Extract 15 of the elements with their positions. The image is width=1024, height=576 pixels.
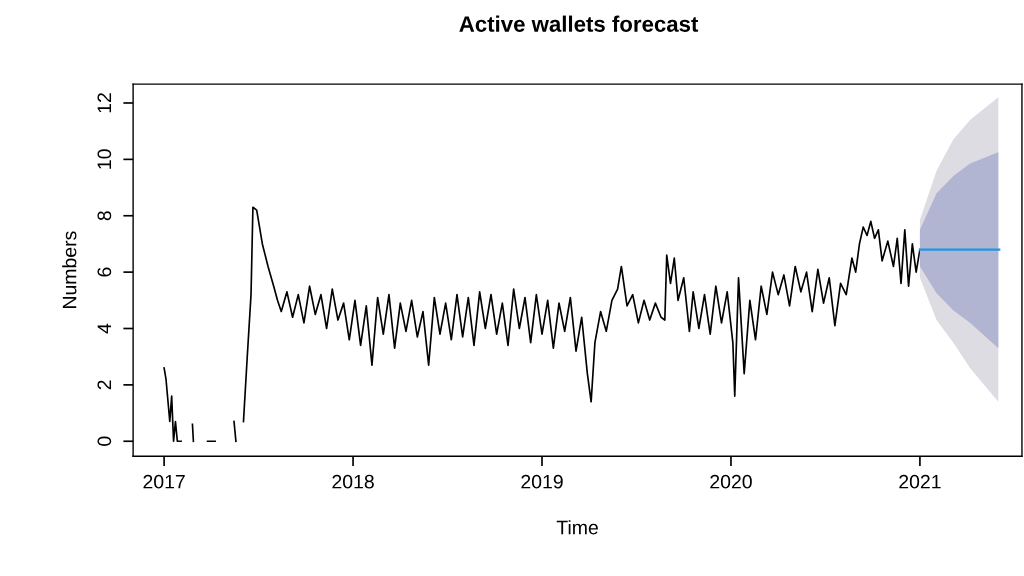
y-tick-label: 0 [97,436,112,446]
x-tick-label: 2020 [710,474,752,489]
y-tick-label: 10 [97,149,112,169]
y-tick-label: 8 [97,211,112,221]
x-tick-label: 2018 [332,474,374,489]
chart-title: Active wallets forecast [459,15,699,32]
x-tick-label: 2019 [521,474,563,489]
y-tick-label: 2 [97,380,112,390]
x-axis-title: Time [556,520,598,535]
y-tick-label: 12 [97,93,112,113]
y-tick-label: 4 [97,323,112,334]
y-axis-title: Numbers [62,231,77,308]
x-tick-label: 2021 [899,474,941,489]
y-tick-label: 6 [97,267,112,277]
x-tick-label: 2017 [143,474,185,489]
